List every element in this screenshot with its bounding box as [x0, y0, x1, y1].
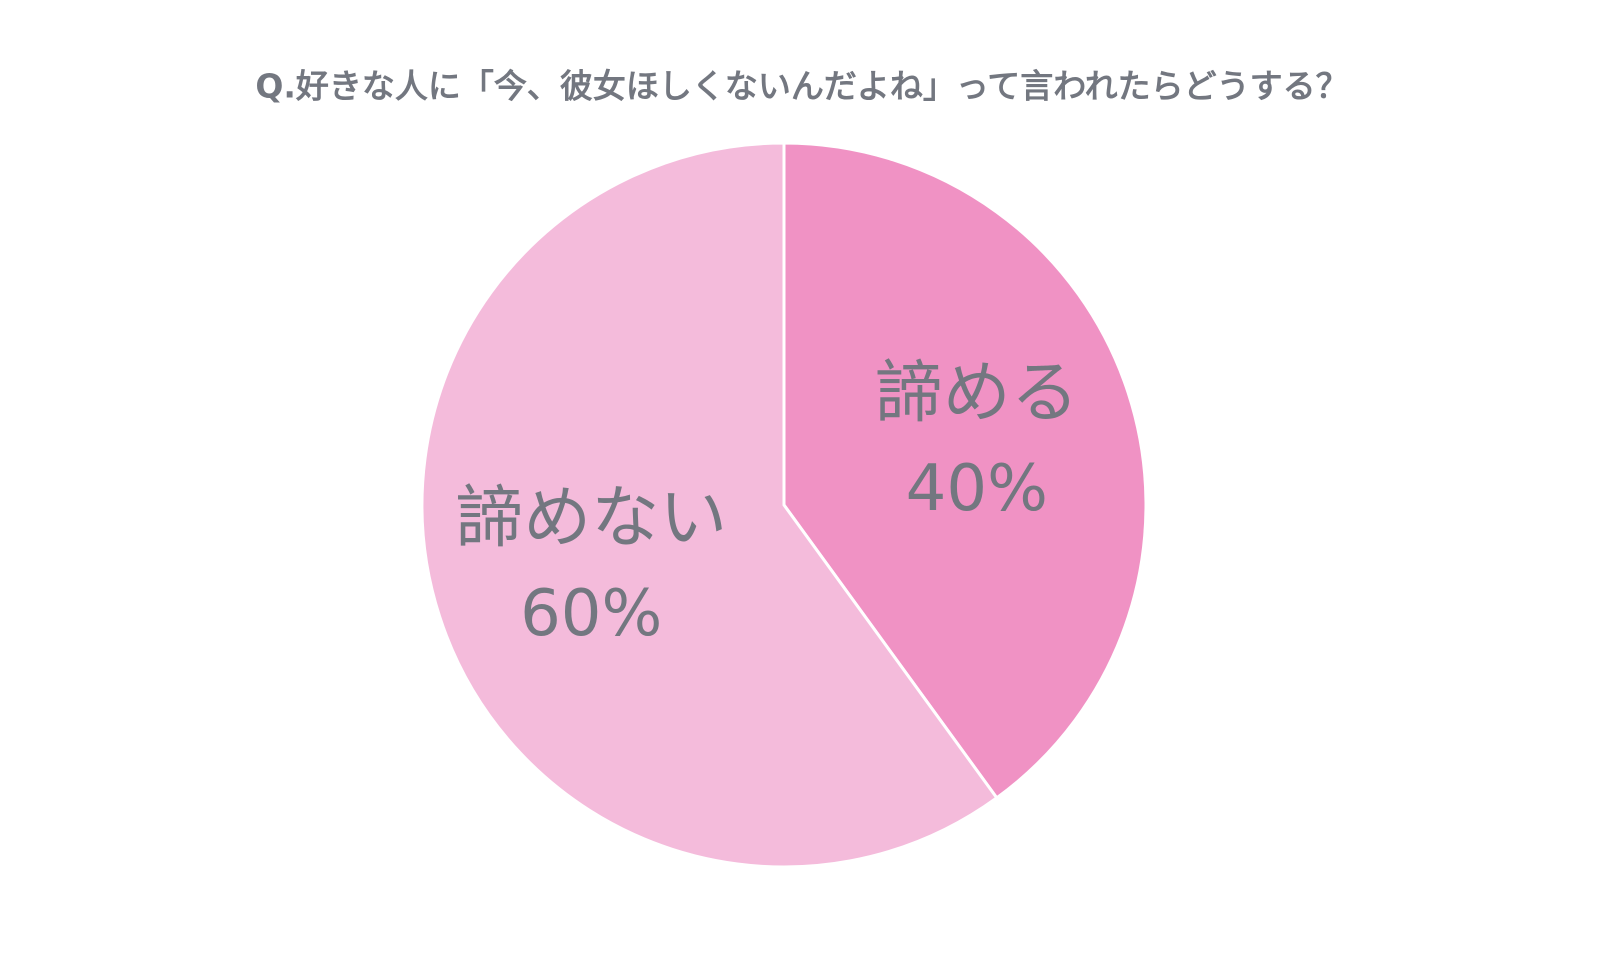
- chart-title: Q.好きな人に「今、彼女ほしくないんだよね」って言われたらどうする？: [255, 67, 1348, 106]
- pie-slice: [782, 141, 1148, 800]
- slice-label: 諦める: [875, 354, 1079, 433]
- value-label: 60%: [520, 577, 662, 651]
- value-label: 40%: [906, 452, 1048, 526]
- pie-slice: [420, 141, 999, 869]
- slice-label: 諦めない: [455, 479, 727, 558]
